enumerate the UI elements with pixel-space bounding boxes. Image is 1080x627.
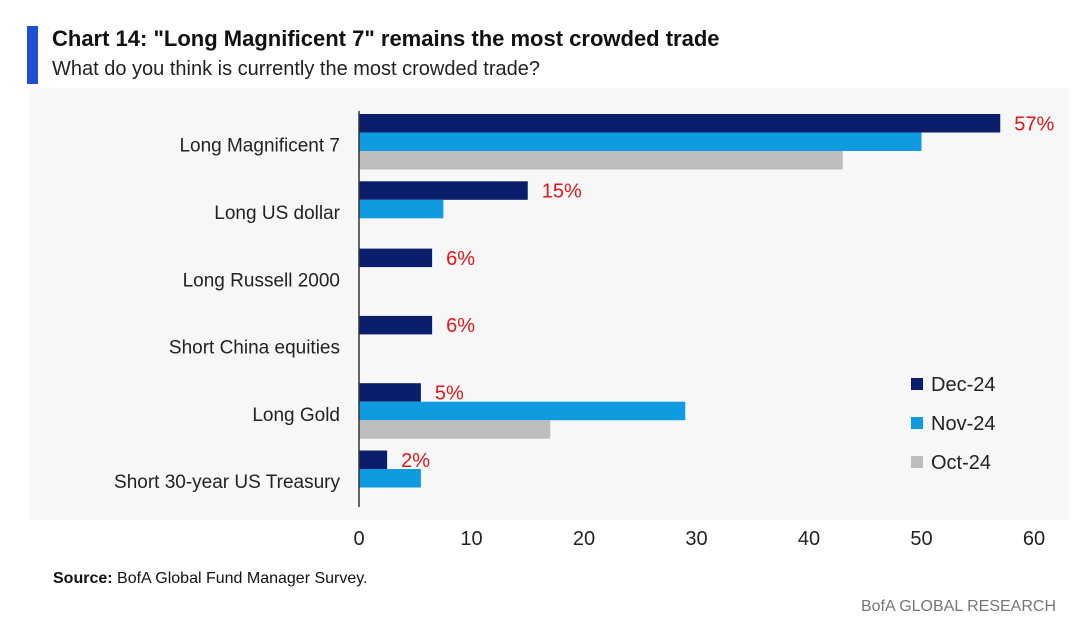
source-note: Source: BofA Global Fund Manager Survey. xyxy=(53,570,368,588)
bar-dec-24-long-russell-2000 xyxy=(359,248,433,268)
bar-nov-24-long-magnificent-7 xyxy=(359,132,922,151)
legend-label-nov-24: Nov-24 xyxy=(931,413,995,435)
source-label: Source: xyxy=(53,570,113,587)
bar-oct-24-long-gold xyxy=(359,420,551,439)
legend-label-dec-24: Dec-24 xyxy=(931,374,995,396)
bar-dec-24-long-gold xyxy=(359,383,421,402)
bar-dec-24-long-magnificent-7 xyxy=(359,114,1001,133)
value-label-short-china-equities: 6% xyxy=(446,315,475,337)
x-axis-ticks-group: 0 10 20 30 40 50 60 xyxy=(353,528,1045,550)
bar-nov-24-long-us-dollar xyxy=(359,199,444,219)
category-label-long-us-dollar: Long US dollar xyxy=(214,203,340,224)
category-label-short-china-equities: Short China equities xyxy=(169,338,340,359)
bar-dec-24-short-china-equities xyxy=(359,315,433,335)
source-text: BofA Global Fund Manager Survey. xyxy=(112,570,368,587)
x-tick-label-40: 40 xyxy=(798,528,820,550)
legend-swatch-dec-24 xyxy=(911,378,923,390)
bar-dec-24-long-us-dollar xyxy=(359,181,528,200)
bars-group xyxy=(359,114,1001,488)
chart-subtitle: What do you think is currently the most … xyxy=(52,58,541,80)
category-label-long-gold: Long Gold xyxy=(252,405,340,426)
x-tick-label-10: 10 xyxy=(460,528,482,550)
brand-label: BofA GLOBAL RESEARCH xyxy=(860,598,1056,615)
category-label-long-magnificent-7: Long Magnificent 7 xyxy=(179,136,340,157)
legend: Dec-24 Nov-24 Oct-24 xyxy=(911,374,995,474)
value-labels-group: 57% 15% 6% 6% 5% 2% xyxy=(401,113,1054,472)
bar-chart: 57% 15% 6% 6% 5% 2% Long Magnificent 7 Long US… xyxy=(30,88,1070,550)
chart-title: Chart 14: "Long Magnificent 7" remains t… xyxy=(52,26,720,51)
bar-oct-24-long-magnificent-7 xyxy=(359,151,843,170)
value-label-long-magnificent-7: 57% xyxy=(1014,113,1054,135)
legend-swatch-nov-24 xyxy=(911,417,923,429)
bar-nov-24-short-30-year-us-treasury xyxy=(359,469,421,488)
x-tick-label-60: 60 xyxy=(1023,528,1045,550)
x-tick-label-0: 0 xyxy=(353,528,364,550)
value-label-long-us-dollar: 15% xyxy=(542,181,582,203)
legend-label-oct-24: Oct-24 xyxy=(931,452,991,474)
value-label-short-30-year-us-treasury: 2% xyxy=(401,450,430,472)
bar-nov-24-long-gold xyxy=(359,401,686,421)
legend-swatch-oct-24 xyxy=(911,456,923,468)
x-tick-label-30: 30 xyxy=(685,528,707,550)
category-label-long-russell-2000: Long Russell 2000 xyxy=(183,270,340,291)
bar-dec-24-short-30-year-us-treasury xyxy=(359,450,388,469)
x-tick-label-20: 20 xyxy=(573,528,595,550)
value-label-long-russell-2000: 6% xyxy=(446,248,475,270)
category-labels-group: Long Magnificent 7 Long US dollar Long Rus… xyxy=(114,136,341,494)
category-label-short-30-year-us-treasury: Short 30-year US Treasury xyxy=(114,472,340,493)
title-accent-bar xyxy=(27,26,38,84)
x-tick-label-50: 50 xyxy=(910,528,932,550)
value-label-long-gold: 5% xyxy=(435,382,464,404)
